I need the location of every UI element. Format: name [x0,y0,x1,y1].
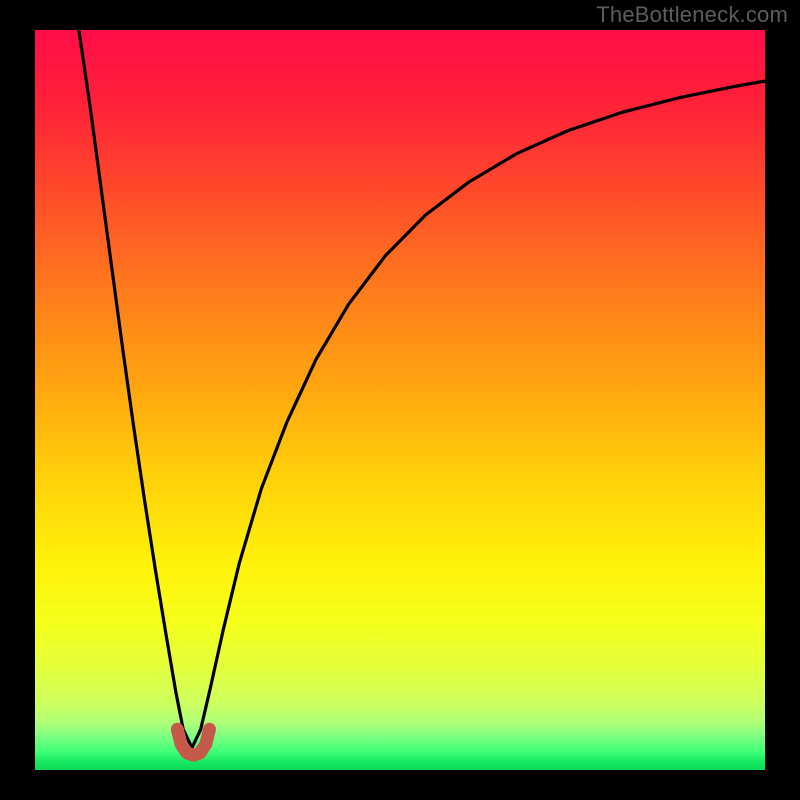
watermark-label: TheBottleneck.com [596,2,788,28]
plot-gradient-area [35,30,765,770]
bottleneck-chart [0,0,800,800]
